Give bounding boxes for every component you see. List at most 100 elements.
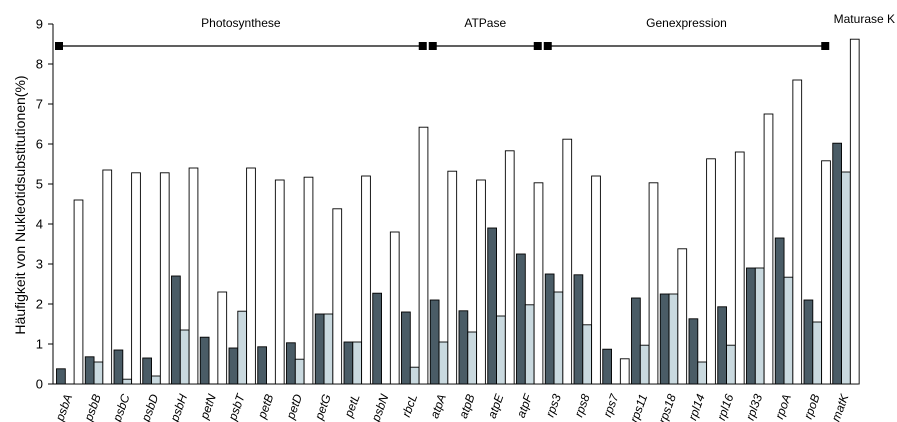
bar [131,172,141,385]
bar [246,167,256,385]
bar [533,182,544,385]
group-brackets: Photosynthese ATPase Genexpression Maturase… [55,12,895,50]
bar [237,310,248,385]
group-label: Photosynthese [201,16,281,30]
bar [142,357,153,385]
y-tick-label: 4 [36,217,43,232]
bar [717,306,728,385]
bar [314,313,325,385]
x-tick-label: psbB [81,392,104,422]
bar [792,79,803,385]
x-tick-label: psbA [52,392,75,422]
bar [582,324,593,385]
bar [619,358,630,385]
bar [783,276,794,385]
bar [487,227,498,385]
bar [746,267,756,385]
bar [228,347,239,385]
bar [188,167,199,385]
x-tick-label: rpl14 [685,392,707,422]
y-tick-label: 3 [36,257,43,272]
bar [516,253,526,385]
bar [504,150,515,385]
x-tick-label: atpF [514,392,536,420]
x-tick-labels: psbA psbB psbC psbD psbH petN psbT petB petD petG… [52,391,851,422]
x-tick-label: psbN [368,392,391,422]
bar [199,336,210,385]
bar [372,292,383,385]
x-tick-label: rps7 [600,391,622,419]
group-label: Genexpression [646,16,727,30]
bar [754,267,765,385]
bar [122,378,133,385]
y-tick-label: 6 [36,137,43,152]
x-tick-label: rps8 [572,392,593,419]
bar [659,293,670,385]
x-tick-label: psbT [225,391,248,422]
bar [84,356,95,385]
x-tick-label: petG [312,392,334,422]
bar [102,169,113,385]
bar [841,171,851,385]
bar [409,366,420,385]
x-tick-label: atpE [485,391,507,420]
x-tick-label: rpoA [772,392,794,421]
bar [303,176,314,385]
x-tick-label: rps3 [543,392,564,419]
x-tick-label: rps18 [656,392,680,422]
bar [496,315,506,385]
bar [389,231,400,385]
x-tick-label: psbC [110,392,133,422]
bar [553,291,564,385]
bar [343,341,354,385]
x-tick-label: petB [255,392,277,421]
bracket-end-marker [533,42,542,50]
bar [706,158,716,385]
bar [467,331,478,385]
bar [726,344,736,385]
y-axis-label: Häufigkeit von Nukleotidsubstitutionen(%… [12,75,28,334]
x-tick-label: rps11 [627,392,650,422]
bar [821,160,831,385]
bar [179,329,190,385]
y-tick-label: 9 [36,17,43,32]
bar [323,313,334,385]
group-label: ATPase [464,16,506,30]
x-tick-label: matK [829,391,852,422]
bar [217,291,228,385]
bar [286,342,296,385]
bar [171,275,181,385]
x-tick-label: psbD [138,392,161,422]
bar [257,346,268,385]
bar [763,113,774,385]
group-label: Maturase K [834,12,895,26]
x-tick-label: petN [197,392,219,422]
bar [361,175,371,385]
x-tick-label: petD [283,392,305,422]
bar [849,38,860,385]
bar [332,208,343,385]
bar [418,126,429,385]
bar [591,175,601,385]
bar [113,349,124,385]
bar [639,344,650,385]
bracket-end-marker [55,42,63,50]
x-tick-label: rpoB [801,392,823,421]
x-tick-label: rpl33 [743,392,765,422]
bar [429,299,440,385]
bar [562,138,573,385]
bar [438,341,449,385]
bar [688,318,699,385]
bar [401,311,411,385]
x-tick-label: atpA [427,392,449,420]
bar [294,358,305,385]
bracket-end-marker [418,42,427,50]
bar [93,361,104,385]
bar [697,361,708,385]
bar [631,297,641,385]
y-tick-label: 8 [36,57,43,72]
bar [677,248,688,385]
bar [774,237,785,385]
bar [648,182,659,385]
